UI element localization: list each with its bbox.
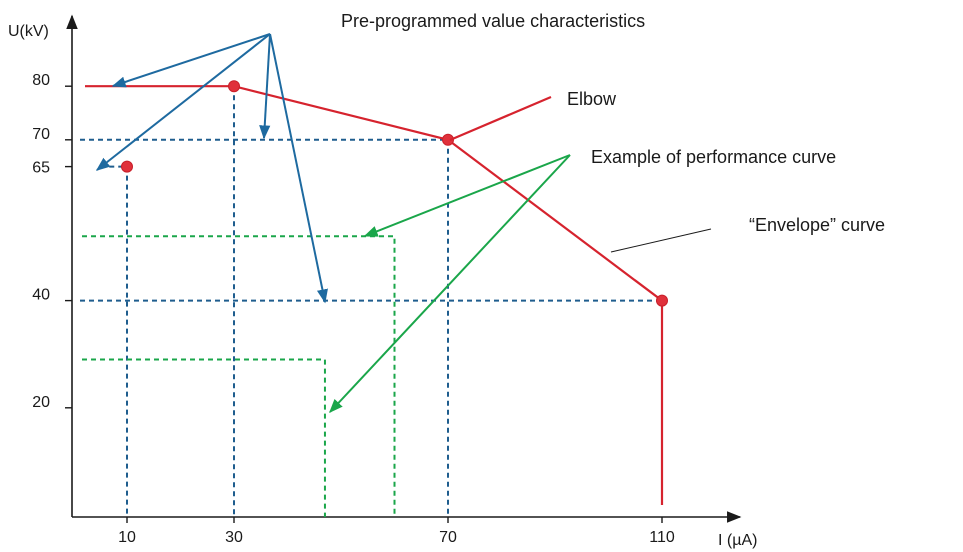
green-arrow-1: [363, 154, 571, 237]
blue-arrow-3: [259, 33, 271, 140]
elbow-annotation: Elbow: [567, 89, 617, 109]
preprogrammed-dashed-lines: [80, 86, 662, 517]
data-point-marker: [656, 294, 668, 307]
x-axis-label: I (µA): [718, 532, 757, 549]
x-tick-group: 10 30 70 110: [118, 517, 675, 546]
x-tick-label: 70: [439, 529, 457, 546]
preprogrammed-arrows: [95, 33, 328, 304]
green-dashed-limit: [82, 235, 396, 517]
green-arrow-2: [329, 154, 571, 414]
data-point-marker: [442, 133, 454, 146]
blue-arrow-4: [269, 33, 328, 304]
y-tick-group: 20 40 65 70 80: [32, 72, 72, 411]
y-axis-label: U(kV): [8, 23, 49, 40]
y-tick-label: 70: [32, 126, 50, 143]
preprogrammed-annotation: Pre-programmed value characteristics: [341, 11, 645, 31]
performance-dashed-lines: [82, 235, 396, 517]
data-point-marker: [228, 80, 240, 93]
envelope-annotation: “Envelope” curve: [749, 215, 885, 235]
elbow-pointer: [449, 95, 552, 142]
envelope-curve-line: [85, 85, 664, 505]
green-dashed-limit: [82, 358, 326, 517]
axes: [66, 14, 742, 523]
y-tick-label: 80: [32, 72, 50, 89]
x-tick-label: 110: [649, 529, 675, 546]
x-tick-label: 10: [118, 529, 136, 546]
point-markers: [121, 80, 668, 307]
y-tick-label: 40: [32, 287, 50, 304]
performance-arrows: [329, 154, 571, 414]
performance-annotation: Example of performance curve: [591, 147, 836, 167]
y-tick-label: 20: [32, 394, 50, 411]
blue-arrow-2: [95, 33, 271, 171]
envelope-pointer: [610, 228, 712, 253]
blue-arrow-1: [111, 33, 271, 88]
x-tick-label: 30: [225, 529, 243, 546]
y-tick-label: 65: [32, 160, 50, 177]
data-point-marker: [121, 160, 133, 173]
